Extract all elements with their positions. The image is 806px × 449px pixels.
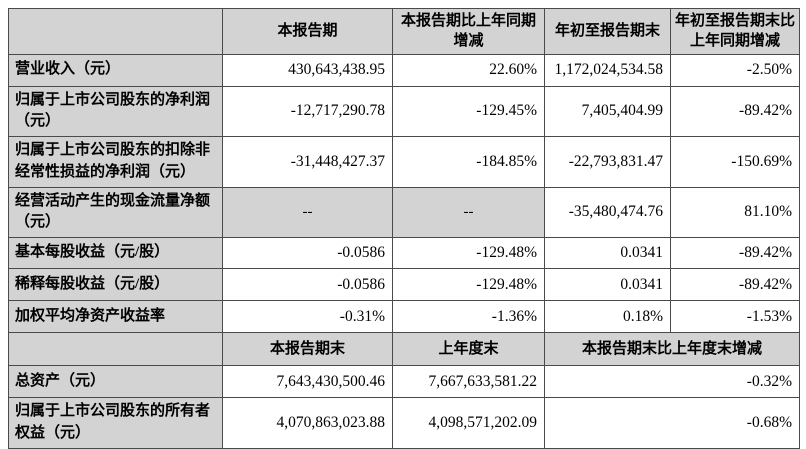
cell-current-period: --	[222, 186, 393, 238]
col-header-end-of-prior-year: 上年度末	[392, 332, 545, 366]
col-header-change-vs-prior-year-end: 本报告期末比上年度末增减	[544, 332, 800, 366]
financial-summary-table-wrap: 本报告期 本报告期比上年同期增减 年初至报告期末 年初至报告期末比上年同期增减 …	[8, 8, 800, 449]
cell-current-period: 430,643,438.95	[222, 53, 393, 87]
row-label: 加权平均净资产收益率	[8, 300, 223, 333]
cell-ytd-vs-prior-year: -1.53%	[670, 300, 800, 333]
cell-ytd-vs-prior-year: -89.42%	[670, 85, 800, 137]
cell-current-period: -0.0586	[222, 237, 393, 269]
table-row-total-assets: 总资产（元） 7,643,430,500.46 7,667,633,581.22…	[8, 365, 800, 398]
cell-ytd: -35,480,474.76	[544, 186, 671, 238]
cell-current-vs-prior-year: --	[392, 186, 545, 238]
table-row-operating-cash-flow: 经营活动产生的现金流量净额（元） -- -- -35,480,474.76 81…	[8, 186, 800, 238]
cell-current-period: -0.0586	[222, 268, 393, 301]
cell-ytd-vs-prior-year: -150.69%	[670, 136, 800, 188]
table-row-diluted-eps: 稀释每股收益（元/股） -0.0586 -129.48% 0.0341 -89.…	[8, 268, 800, 301]
row-label: 归属于上市公司股东的净利润（元）	[8, 85, 223, 137]
cell-end-of-period: 4,070,863,023.88	[222, 397, 393, 449]
cell-change-vs-prior-year-end: -0.32%	[544, 365, 800, 398]
cell-end-of-period: 7,643,430,500.46	[222, 365, 393, 398]
period-header-row: 本报告期 本报告期比上年同期增减 年初至报告期末 年初至报告期末比上年同期增减	[8, 8, 800, 55]
cell-ytd-vs-prior-year: 81.10%	[670, 186, 800, 238]
row-label: 总资产（元）	[8, 365, 223, 398]
table-row-basic-eps: 基本每股收益（元/股） -0.0586 -129.48% 0.0341 -89.…	[8, 237, 800, 269]
cell-ytd-vs-prior-year: -89.42%	[670, 237, 800, 269]
table-row-operating-revenue: 营业收入（元） 430,643,438.95 22.60% 1,172,024,…	[8, 53, 800, 87]
cell-current-vs-prior-year: -129.45%	[392, 85, 545, 137]
col-header-end-of-period: 本报告期末	[222, 332, 393, 366]
cell-ytd: -22,793,831.47	[544, 136, 671, 188]
table-row-weighted-avg-roe: 加权平均净资产收益率 -0.31% -1.36% 0.18% -1.53%	[8, 300, 800, 333]
col-header-ytd: 年初至报告期末	[544, 8, 671, 55]
cell-current-period: -31,448,427.37	[222, 136, 393, 188]
cell-ytd-vs-prior-year: -89.42%	[670, 268, 800, 301]
cell-ytd: 1,172,024,534.58	[544, 53, 671, 87]
table-row-equity-attributable-to-shareholders: 归属于上市公司股东的所有者权益（元） 4,070,863,023.88 4,09…	[8, 397, 800, 449]
col-header-ytd-vs-prior-year: 年初至报告期末比上年同期增减	[670, 8, 800, 55]
table-row-net-profit-excl-nonrecurring: 归属于上市公司股东的扣除非经常性损益的净利润（元） -31,448,427.37…	[8, 136, 800, 188]
cell-change-vs-prior-year-end: -0.68%	[544, 397, 800, 449]
row-label: 归属于上市公司股东的所有者权益（元）	[8, 397, 223, 449]
cell-current-vs-prior-year: 22.60%	[392, 53, 545, 87]
cell-ytd: 7,405,404.99	[544, 85, 671, 137]
cell-current-period: -12,717,290.78	[222, 85, 393, 137]
row-label: 基本每股收益（元/股）	[8, 237, 223, 269]
row-label: 归属于上市公司股东的扣除非经常性损益的净利润（元）	[8, 136, 223, 188]
table-row-net-profit: 归属于上市公司股东的净利润（元） -12,717,290.78 -129.45%…	[8, 85, 800, 137]
header-empty-cell	[8, 8, 223, 55]
cell-ytd-vs-prior-year: -2.50%	[670, 53, 800, 87]
col-header-current-vs-prior-year: 本报告期比上年同期增减	[392, 8, 545, 55]
row-label: 经营活动产生的现金流量净额（元）	[8, 186, 223, 238]
cell-current-vs-prior-year: -184.85%	[392, 136, 545, 188]
cell-current-vs-prior-year: -129.48%	[392, 268, 545, 301]
row-label: 营业收入（元）	[8, 53, 223, 87]
header-empty-cell	[8, 332, 223, 366]
cell-current-vs-prior-year: -129.48%	[392, 237, 545, 269]
cell-ytd: 0.18%	[544, 300, 671, 333]
row-label: 稀释每股收益（元/股）	[8, 268, 223, 301]
cell-ytd: 0.0341	[544, 237, 671, 269]
cell-current-vs-prior-year: -1.36%	[392, 300, 545, 333]
col-header-current-period: 本报告期	[222, 8, 393, 55]
cell-current-period: -0.31%	[222, 300, 393, 333]
balance-header-row: 本报告期末 上年度末 本报告期末比上年度末增减	[8, 332, 800, 366]
cell-ytd: 0.0341	[544, 268, 671, 301]
financial-summary-table: 本报告期 本报告期比上年同期增减 年初至报告期末 年初至报告期末比上年同期增减 …	[8, 8, 800, 449]
cell-end-of-prior-year: 4,098,571,202.09	[392, 397, 545, 449]
cell-end-of-prior-year: 7,667,633,581.22	[392, 365, 545, 398]
